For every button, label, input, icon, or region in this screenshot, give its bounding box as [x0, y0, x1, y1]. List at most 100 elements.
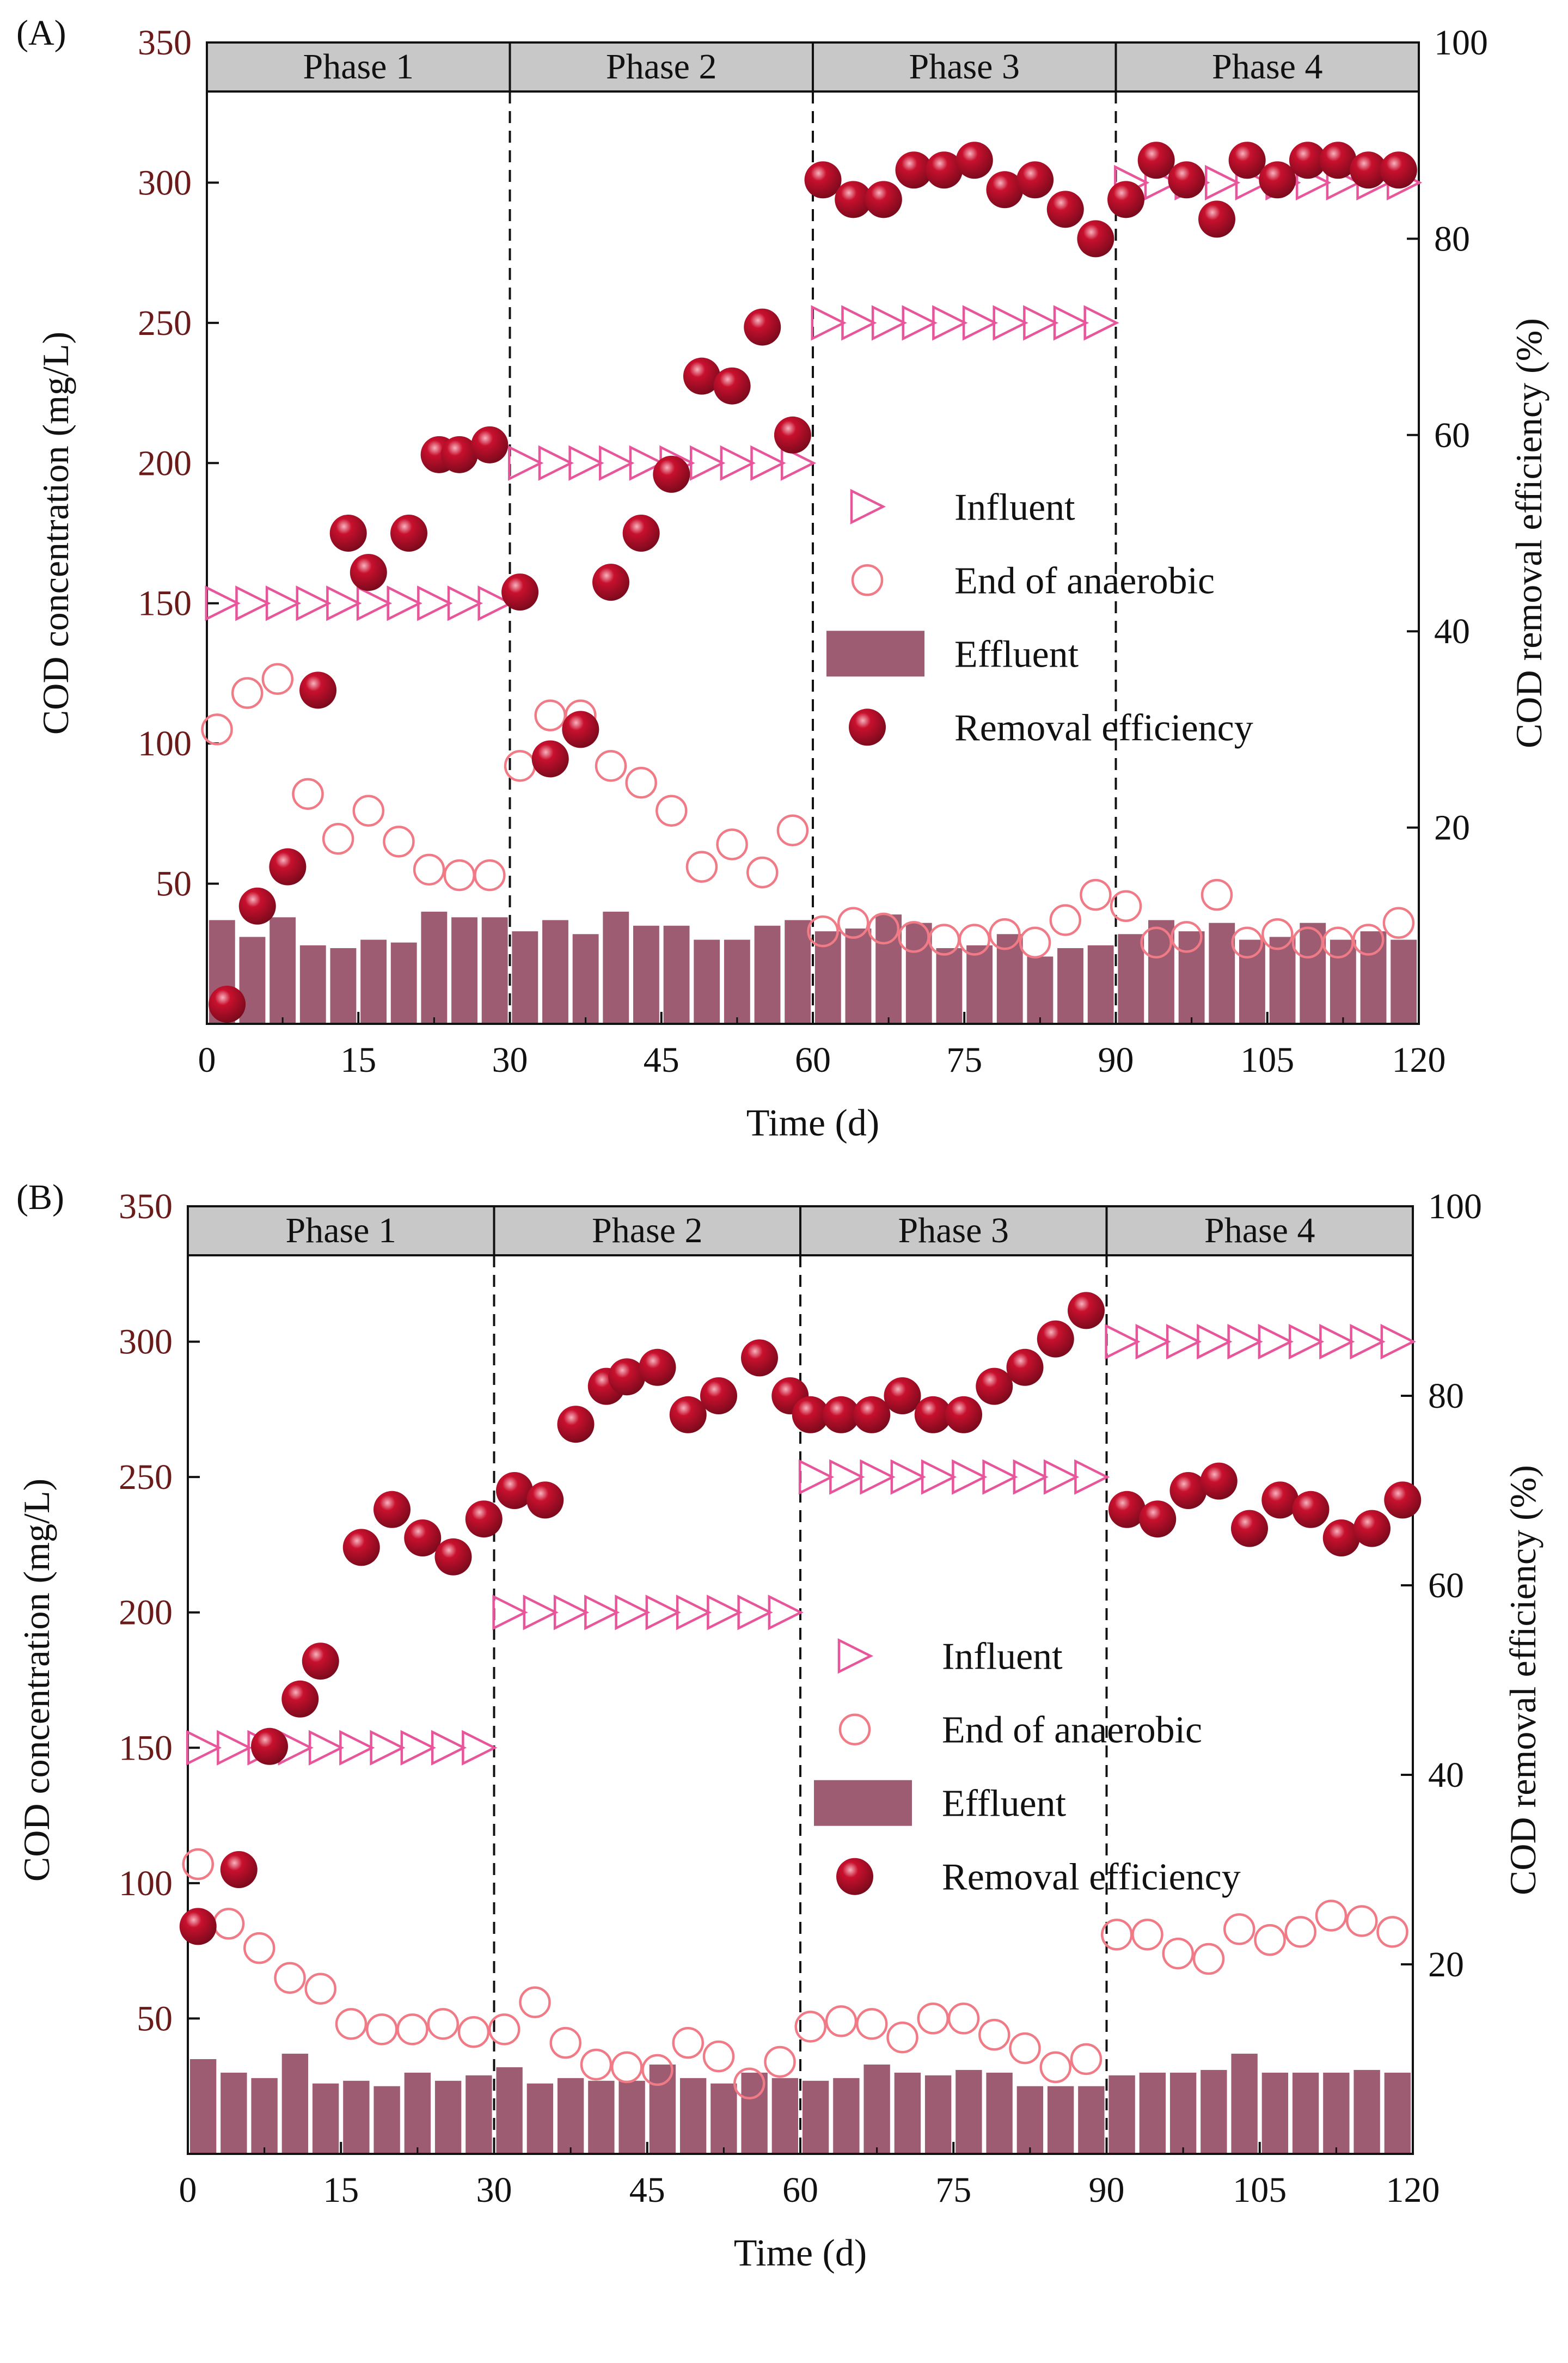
- y-left-tick-label: 250: [119, 1457, 173, 1497]
- effluent-bar: [694, 939, 720, 1024]
- effluent-bar: [557, 2078, 584, 2154]
- effluent-bar: [845, 928, 872, 1024]
- effluent-bar: [894, 2072, 921, 2154]
- y-left-tick-label: 150: [138, 584, 192, 624]
- effluent-bar: [1269, 937, 1296, 1024]
- effluent-bar: [421, 912, 448, 1024]
- end-of-anaerobic-point: [366, 2013, 398, 2046]
- end-of-anaerobic-point: [685, 851, 718, 883]
- end-of-anaerobic-point: [1162, 1937, 1194, 1970]
- legend-label: Removal efficiency: [942, 1857, 1241, 1898]
- influent-point: [962, 305, 999, 341]
- removal-efficiency-point: [1198, 200, 1235, 238]
- legend-label: Influent: [954, 486, 1075, 528]
- phase-label: Phase 4: [1204, 1211, 1315, 1250]
- end-of-anaerobic-point: [989, 918, 1021, 950]
- influent-point: [326, 585, 362, 621]
- removal-efficiency-point: [557, 1406, 595, 1443]
- phase-label: Phase 2: [592, 1211, 702, 1250]
- end-of-anaerobic-point: [549, 2026, 581, 2059]
- influent-point: [780, 445, 817, 481]
- end-of-anaerobic-point: [488, 2013, 520, 2046]
- end-of-anaerobic-point: [1261, 918, 1294, 950]
- effluent-bar: [360, 939, 387, 1024]
- influent-point: [235, 585, 271, 621]
- effluent-bar: [1057, 948, 1083, 1024]
- removal-efficiency-point: [1139, 1500, 1177, 1538]
- end-of-anaerobic-point: [947, 2002, 980, 2035]
- effluent-bar: [663, 925, 690, 1024]
- effluent-bar: [1108, 2075, 1135, 2154]
- legend-label: End of anaerobic: [954, 560, 1215, 602]
- end-of-anaerobic-point: [1110, 890, 1142, 923]
- removal-efficiency-point: [592, 564, 629, 601]
- removal-efficiency-point: [1261, 1481, 1299, 1519]
- end-of-anaerobic-point: [837, 907, 869, 939]
- effluent-bar: [924, 2075, 952, 2154]
- end-of-anaerobic-point: [1131, 1919, 1163, 1951]
- removal-efficiency-point: [1322, 1519, 1360, 1556]
- removal-efficiency-point: [299, 671, 337, 709]
- influent-point: [1053, 305, 1089, 341]
- legend-label: End of anaerobic: [942, 1709, 1202, 1751]
- effluent-bar: [1353, 2069, 1380, 2154]
- legend-removal-marker: [849, 709, 886, 746]
- removal-efficiency-point: [976, 1367, 1013, 1405]
- removal-efficiency-point: [986, 171, 1024, 209]
- end-of-anaerobic-point: [396, 2013, 428, 2046]
- removal-efficiency-point: [1292, 1491, 1330, 1528]
- influent-point: [952, 1459, 988, 1495]
- influent-point: [1205, 164, 1241, 201]
- removal-efficiency-point: [895, 151, 933, 189]
- effluent-bar: [1239, 939, 1265, 1024]
- influent-point: [1074, 1459, 1110, 1495]
- influent-point: [993, 305, 1028, 341]
- removal-efficiency-point: [1046, 191, 1084, 228]
- effluent-bar: [343, 2080, 370, 2154]
- y-right-tick-label: 80: [1434, 219, 1470, 259]
- end-of-anaerobic-point: [1192, 1943, 1225, 1975]
- panel-label: (A): [16, 13, 66, 53]
- effluent-bar: [966, 945, 993, 1024]
- effluent-bar: [1323, 2072, 1350, 2154]
- x-tick-label: 60: [795, 1040, 831, 1080]
- influent-point: [720, 445, 756, 481]
- removal-efficiency-point: [496, 1472, 533, 1509]
- effluent-bar: [465, 2075, 492, 2154]
- effluent-bar: [251, 2078, 278, 2154]
- y-right-tick-label: 40: [1428, 1755, 1464, 1795]
- end-of-anaerobic-point: [457, 2016, 490, 2048]
- removal-efficiency-point: [683, 357, 720, 395]
- end-of-anaerobic-point: [580, 2048, 612, 2081]
- effluent-bar: [542, 920, 568, 1024]
- effluent-bar: [1178, 931, 1205, 1024]
- end-of-anaerobic-point: [764, 2046, 796, 2078]
- end-of-anaerobic-point: [335, 2008, 367, 2040]
- x-axis-label: Time (d): [734, 2232, 867, 2274]
- influent-point: [1105, 1323, 1141, 1360]
- end-of-anaerobic-point: [1315, 1900, 1347, 1932]
- end-of-anaerobic-point: [212, 1908, 245, 1940]
- x-tick-label: 60: [782, 2170, 818, 2210]
- effluent-bar: [526, 2083, 554, 2154]
- x-tick-label: 75: [946, 1040, 982, 1080]
- influent-point: [387, 585, 422, 621]
- removal-efficiency-point: [835, 181, 872, 218]
- effluent-bar: [390, 942, 417, 1024]
- legend-anaerobic-marker: [851, 564, 884, 596]
- influent-point: [615, 1595, 651, 1631]
- influent-point: [265, 585, 302, 621]
- removal-efficiency-point: [955, 142, 993, 179]
- end-of-anaerobic-point: [867, 912, 900, 945]
- removal-efficiency-point: [526, 1481, 564, 1519]
- influent-point: [921, 1459, 957, 1495]
- end-of-anaerobic-point: [443, 859, 475, 892]
- removal-efficiency-point: [884, 1377, 921, 1414]
- x-tick-label: 30: [492, 1040, 528, 1080]
- removal-efficiency-point: [1380, 151, 1417, 189]
- influent-point: [1083, 305, 1119, 341]
- effluent-bar: [451, 917, 477, 1024]
- end-of-anaerobic-point: [611, 2051, 643, 2084]
- influent-point: [1023, 305, 1059, 341]
- removal-efficiency-point: [713, 367, 751, 405]
